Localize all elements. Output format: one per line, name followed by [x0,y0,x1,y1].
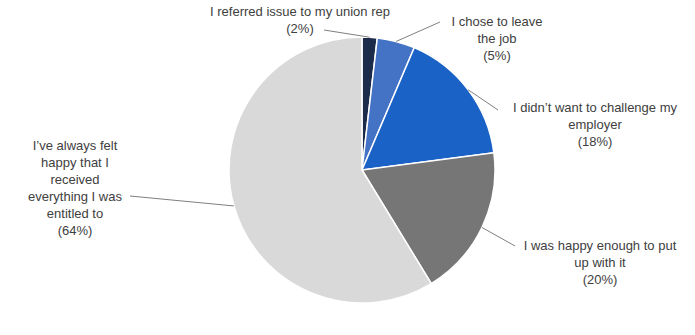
svg-text:I chose to leavethe job(5%): I chose to leavethe job(5%) [451,14,542,63]
svg-text:I was happy enough to putup wi: I was happy enough to putup with it(20%) [524,238,677,287]
svg-text:I referred issue to my union r: I referred issue to my union rep(2%) [210,4,390,36]
svg-text:I’ve always felthappy that Ire: I’ve always felthappy that Ireceivedever… [28,138,122,238]
svg-text:I didn’t want to challenge mye: I didn’t want to challenge myemployer(18… [513,100,678,149]
